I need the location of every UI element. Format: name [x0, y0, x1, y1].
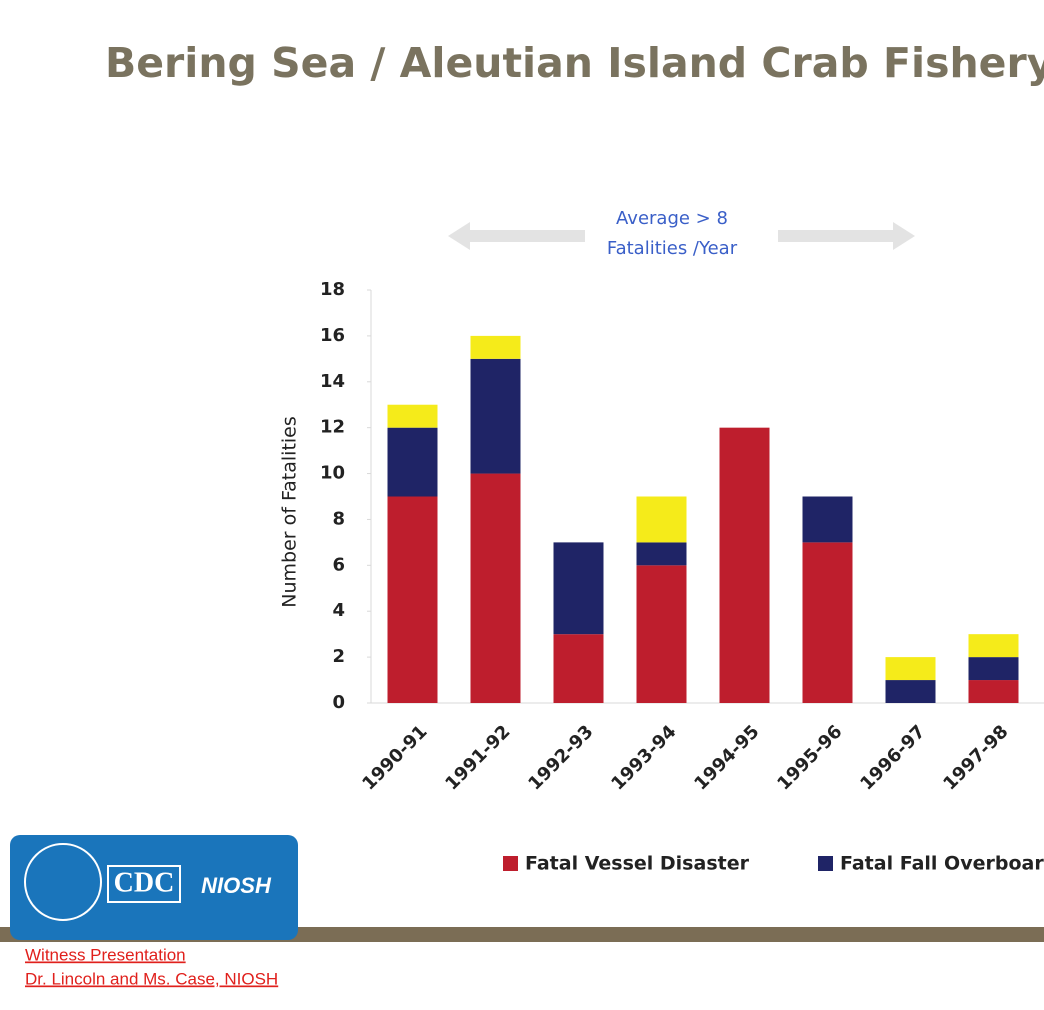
y-tick-label: 16: [320, 325, 345, 346]
legend-swatch: [818, 856, 833, 871]
bar-segment: [636, 565, 687, 703]
bar-segment: [885, 657, 936, 681]
slide-title: Bering Sea / Aleutian Island Crab Fisher…: [105, 39, 1044, 87]
logo-seal: [24, 843, 102, 921]
bar-segment: [387, 427, 438, 497]
annotation: Average > 8: [616, 208, 728, 229]
legend-swatch: [503, 856, 518, 871]
footer-text: Dr. Lincoln and Ms. Case, NIOSH: [25, 969, 278, 988]
arrow-right: [778, 222, 915, 250]
x-tick-label: 1996-97: [856, 721, 929, 794]
y-tick-label: 8: [332, 508, 345, 529]
bar-segment: [387, 404, 438, 428]
bar-segment: [636, 496, 687, 543]
y-tick-label: 0: [332, 692, 345, 713]
x-tick-label: 1995-96: [773, 721, 846, 794]
y-tick-label: 14: [320, 371, 345, 392]
logo-cdc: CDC: [114, 867, 175, 898]
bar-segment: [802, 542, 853, 703]
y-tick-label: 12: [320, 417, 345, 438]
x-tick-label: 1991-92: [441, 721, 514, 794]
bar-segment: [885, 680, 936, 703]
bar-segment: [470, 473, 521, 703]
bar-segment: [636, 542, 687, 566]
y-tick-label: 6: [332, 554, 345, 575]
arrow-left: [448, 222, 585, 250]
x-tick-label: 1997-98: [939, 721, 1012, 794]
x-tick-label: 1990-91: [358, 721, 431, 794]
legend-label: Fatal Fall Overboard: [840, 853, 1044, 875]
bar-segment: [968, 634, 1019, 658]
annotation: Fatalities /Year: [607, 238, 738, 259]
bar-segment: [968, 680, 1019, 703]
bar-segment: [470, 358, 521, 474]
x-tick-label: 1993-94: [607, 721, 680, 794]
footer-text: Witness Presentation: [25, 945, 186, 964]
bar-segment: [553, 634, 604, 703]
logo-cdc-box: [107, 865, 181, 903]
bar-segment: [470, 335, 521, 359]
bar-segment: [387, 496, 438, 703]
y-tick-label: 18: [320, 279, 345, 300]
y-tick-label: 4: [332, 600, 345, 621]
logo-box: [10, 835, 298, 940]
y-axis-label: Number of Fatalities: [279, 416, 301, 608]
legend-label: Fatal Vessel Disaster: [525, 853, 750, 875]
x-tick-label: 1992-93: [524, 721, 597, 794]
y-tick-label: 2: [332, 646, 345, 667]
x-tick-label: 1994-95: [690, 721, 763, 794]
bar-segment: [553, 542, 604, 635]
bar-segment: [802, 496, 853, 543]
y-tick-label: 10: [320, 463, 345, 484]
bar-segment: [719, 427, 770, 703]
logo-niosh: NIOSH: [201, 873, 272, 898]
bar-segment: [968, 657, 1019, 681]
